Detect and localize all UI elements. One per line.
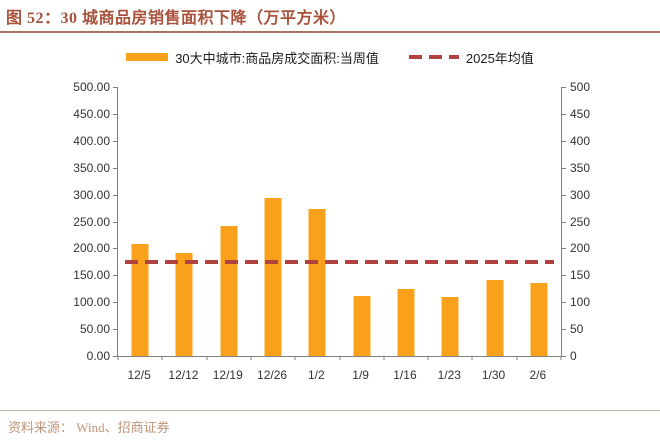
bar [220,225,238,356]
left-axis-tick [113,302,117,304]
x-tick-label: 1/9 [352,368,369,382]
left-y-tick-label: 250.00 [73,214,110,229]
bottom-axis-tick [161,356,163,360]
bottom-axis-tick [294,356,296,360]
right-y-tick-label: 300 [570,187,591,202]
right-y-tick-label: 0 [570,349,577,363]
bar-chart: 0.00 50.00 100.00 150.00 200.00 250.00 300.00 3… [0,80,660,385]
bar [131,244,149,356]
right-y-tick-label: 100 [570,295,591,310]
left-y-tick-label: 450.00 [73,106,110,121]
left-axis-tick [113,275,117,277]
left-axis-tick [113,221,117,223]
bar [486,280,504,356]
x-tick-label: 2/6 [529,368,547,382]
bar [264,197,282,356]
left-y-tick-label: 100.00 [73,295,110,310]
legend-item-average-line: 2025年均值 [408,48,534,67]
x-tick-label: 12/5 [127,368,151,382]
right-axis-tick [562,248,566,250]
right-axis-labels: 0 50 100 150 200 250 300 350 400 450 500 [566,81,656,362]
bar [353,296,371,356]
left-axis-tick [113,194,117,196]
bottom-axis-tick [206,356,208,360]
left-axis-tick [113,167,117,169]
right-y-tick-label: 400 [570,133,591,148]
x-tick-label: 12/19 [212,368,243,382]
bar [530,283,548,356]
left-y-tick-label: 350.00 [73,160,110,175]
legend-item-bar-series: 30大中城市:商品房成交面积:当周值 [126,48,379,67]
right-y-tick-label: 50 [570,322,584,337]
right-axis-tick [562,194,566,196]
bottom-axis-tick [516,356,518,360]
average-line-label: 2025年均值 [465,50,534,66]
bar [441,296,459,356]
source-note: 资料来源： Wind、招商证券 [8,420,170,435]
bottom-axis-tick [383,356,385,360]
bar [397,288,415,356]
left-y-tick-label: 150.00 [73,268,110,283]
bottom-axis-tick [471,356,473,360]
bottom-axis-tick [339,356,340,360]
left-y-tick-label: 200.00 [73,241,110,256]
bottom-axis-tick [560,356,562,360]
x-axis-labels: 12/5 12/12 12/19 12/26 1/2 1/9 1/16 1/23 1/30 2/6 [117,364,560,382]
right-axis-tick [562,302,566,304]
figure-title: 图 52：30 城商品房销售面积下降（万平方米） [6,10,347,27]
bottom-axis-tick [250,356,252,360]
left-axis-labels: 0.00 50.00 100.00 150.00 200.00 250.00 300.00 3… [0,81,110,362]
x-tick-label: 12/26 [257,368,288,382]
x-tick-label: 1/16 [393,368,417,382]
right-axis-tick [562,87,566,88]
right-axis-tick [562,356,566,357]
left-y-tick-label: 500.00 [73,80,110,94]
right-axis-tick [562,329,566,331]
right-y-tick-label: 250 [570,214,591,229]
right-axis-tick [562,275,566,277]
chart-legend: 30大中城市:商品房成交面积:当周值 2025年均值 [0,48,660,67]
left-y-tick-label: 50.00 [79,322,110,337]
bar [175,252,193,356]
bottom-axis-tick [117,356,119,360]
bar-series-label: 30大中城市:商品房成交面积:当周值 [175,50,379,66]
bar-series-swatch [126,53,169,61]
title-underline [0,31,660,33]
x-tick-label: 1/23 [437,368,461,382]
right-axis-tick [562,140,566,142]
left-axis-tick [113,140,117,142]
bar [308,209,326,356]
right-y-tick-label: 500 [570,80,591,94]
left-axis-tick [113,248,117,250]
x-tick-label: 12/12 [168,368,199,382]
right-axis-tick [562,221,566,223]
left-axis-tick [113,329,117,331]
right-y-tick-label: 200 [570,241,591,256]
x-tick-label: 1/30 [481,368,506,382]
bottom-axis-tick [427,356,429,360]
right-axis-tick [562,167,566,169]
left-y-tick-label: 0.00 [86,349,110,363]
left-y-tick-label: 400.00 [73,133,110,148]
average-line [124,260,555,265]
plot-area [113,87,566,360]
right-y-tick-label: 450 [570,106,591,121]
right-axis-tick [562,113,566,115]
left-y-tick-label: 300.00 [73,187,110,202]
left-axis-tick [113,356,117,357]
average-line-swatch [408,55,459,59]
right-y-tick-label: 350 [570,160,591,175]
x-tick-label: 1/2 [308,368,325,382]
right-y-tick-label: 150 [570,268,591,283]
left-axis-tick [113,113,117,115]
left-axis-tick [113,87,117,88]
footer-divider [0,410,660,411]
